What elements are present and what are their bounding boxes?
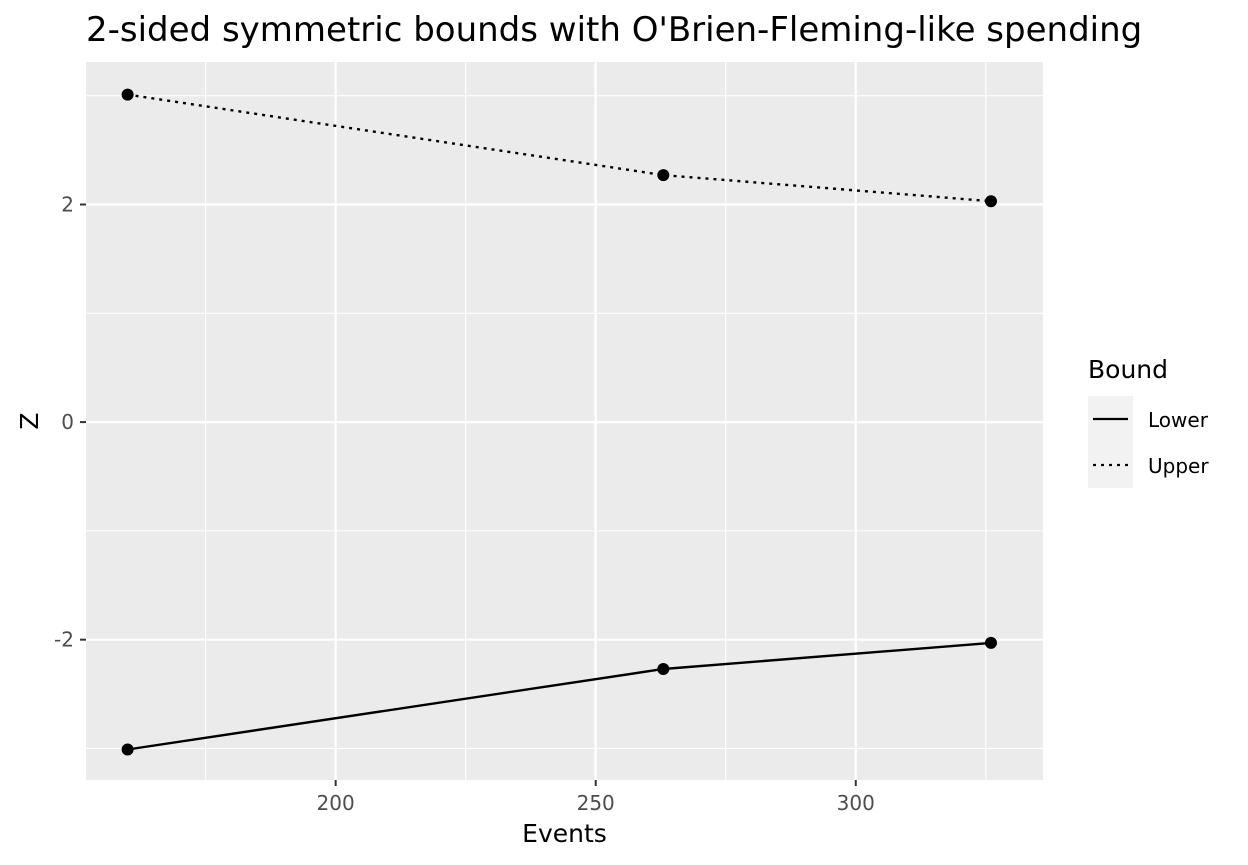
legend: Bound Lower Upper	[1088, 355, 1209, 488]
x-tick-label: 300	[837, 791, 875, 815]
x-tick-label: 250	[577, 791, 615, 815]
y-tick-label: 2	[61, 193, 74, 217]
data-point-lower	[984, 636, 997, 649]
series-line-upper	[127, 93, 992, 203]
legend-label-upper: Upper	[1148, 454, 1209, 478]
data-point-lower	[657, 663, 670, 676]
axis-ticks	[80, 203, 857, 786]
chart-title: 2-sided symmetric bounds with O'Brien-Fl…	[86, 10, 1142, 50]
tick-labels: 200 250 300 -2 0 2	[54, 193, 875, 815]
x-axis-title: Events	[522, 819, 607, 848]
legend-label-lower: Lower	[1148, 408, 1209, 432]
legend-title: Bound	[1088, 355, 1168, 384]
x-tick-label: 200	[317, 791, 355, 815]
data-point-lower	[121, 743, 134, 756]
grid-major	[86, 62, 1043, 780]
y-tick-label: 0	[61, 410, 74, 434]
y-tick-label: -2	[54, 628, 74, 652]
legend-key-background	[1088, 396, 1133, 488]
data-point-upper	[984, 195, 997, 208]
data-point-upper	[657, 169, 670, 182]
y-axis-title: Z	[15, 412, 44, 429]
data-point-upper	[121, 88, 134, 101]
points-layer	[121, 88, 997, 756]
